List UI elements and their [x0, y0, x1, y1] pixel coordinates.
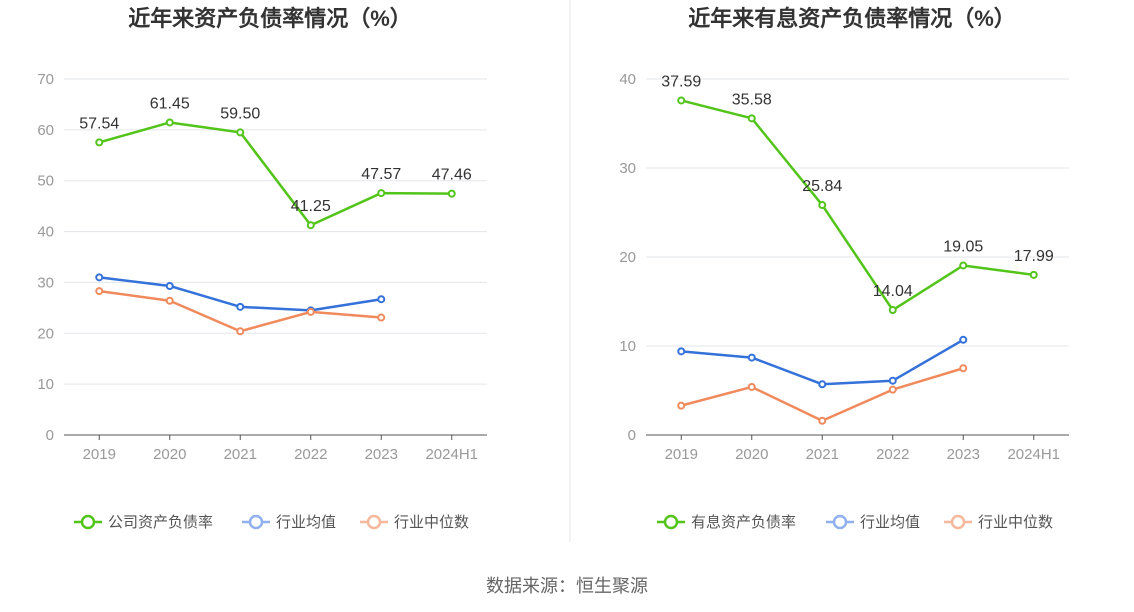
data-point-company — [677, 96, 686, 105]
data-point-industry_median — [747, 382, 756, 391]
y-tick-label: 10 — [619, 338, 636, 355]
data-point-company — [377, 189, 386, 198]
data-point-company — [95, 138, 104, 147]
data-point-industry_avg — [677, 347, 686, 356]
x-tick-label: 2021 — [224, 446, 257, 463]
legend-item-industry_median: 行业中位数 — [360, 514, 469, 531]
data-point-industry_avg — [377, 295, 386, 304]
data-label: 19.05 — [943, 238, 983, 255]
series-line-industry_median — [99, 289, 382, 333]
series-line-industry_median — [680, 367, 964, 423]
data-point-company — [306, 221, 315, 230]
legend-item-industry_avg: 行业均值 — [826, 514, 920, 531]
data-point-industry_median — [677, 401, 686, 410]
x-tick-label: 2021 — [806, 446, 839, 463]
data-point-company — [888, 306, 897, 315]
data-point-company — [747, 114, 756, 123]
data-point-company — [818, 201, 827, 210]
data-point-industry_avg — [747, 353, 756, 362]
legend-marker — [950, 514, 966, 530]
y-tick-label: 30 — [37, 274, 54, 291]
y-tick-label: 40 — [619, 71, 636, 88]
legend-label: 行业均值 — [860, 514, 920, 531]
y-tick-label: 50 — [37, 173, 54, 190]
legend-item-industry_median: 行业中位数 — [944, 514, 1053, 531]
y-tick-label: 20 — [37, 325, 54, 342]
data-point-industry_median — [236, 327, 245, 336]
legend-label: 行业中位数 — [394, 514, 469, 531]
data-point-industry_avg — [236, 302, 245, 311]
data-label: 47.46 — [432, 167, 472, 184]
y-tick-label: 60 — [37, 122, 54, 139]
legend-marker — [663, 514, 679, 530]
data-point-industry_median — [306, 307, 315, 316]
data-label: 59.50 — [220, 105, 260, 122]
chart-title: 近年来有息资产负债率情况（%） — [688, 6, 1016, 31]
data-label: 14.04 — [873, 283, 913, 300]
data-point-industry_avg — [818, 380, 827, 389]
data-point-industry_median — [95, 287, 104, 296]
series-line-company — [680, 99, 1034, 312]
data-point-industry_avg — [165, 281, 174, 290]
data-label: 37.59 — [661, 73, 701, 90]
legend-label: 行业中位数 — [978, 514, 1053, 531]
data-label: 17.99 — [1014, 248, 1054, 265]
x-tick-label: 2024H1 — [425, 446, 478, 463]
x-tick-label: 2019 — [665, 446, 698, 463]
series-line-company — [98, 121, 452, 227]
data-label: 61.45 — [150, 95, 190, 112]
data-point-industry_median — [377, 313, 386, 322]
chart-title: 近年来资产负债率情况（%） — [128, 6, 412, 31]
legend-marker — [248, 514, 264, 530]
y-tick-label: 10 — [37, 376, 54, 393]
x-tick-label: 2022 — [876, 446, 909, 463]
data-point-industry_median — [165, 296, 174, 305]
y-tick-label: 40 — [37, 224, 54, 241]
x-tick-label: 2019 — [83, 446, 116, 463]
chart-2: 近年来有息资产负债率情况（%） 0 10 20 30 40 2019 2020 2021 2022… — [619, 6, 1069, 531]
x-tick-label: 2022 — [294, 446, 327, 463]
legend-label: 有息资产负债率 — [691, 514, 796, 531]
legend-marker — [80, 514, 96, 530]
x-tick-label: 2020 — [153, 446, 186, 463]
data-label: 35.58 — [732, 91, 772, 108]
legend-label: 行业均值 — [276, 514, 336, 531]
legend-item-industry_avg: 行业均值 — [242, 514, 336, 531]
data-point-industry_avg — [959, 335, 968, 344]
data-label: 47.57 — [361, 166, 401, 183]
data-point-company — [959, 261, 968, 270]
y-tick-label: 0 — [628, 427, 636, 444]
legend-item-company: 公司资产负债率 — [74, 514, 213, 531]
data-point-company — [447, 189, 456, 198]
data-source-note: 数据来源：恒生聚源 — [486, 576, 648, 596]
data-label: 25.84 — [802, 178, 842, 195]
data-point-industry_avg — [888, 376, 897, 385]
data-point-industry_median — [959, 364, 968, 373]
data-point-company — [165, 118, 174, 127]
y-tick-label: 30 — [619, 160, 636, 177]
legend-label: 公司资产负债率 — [108, 514, 213, 531]
data-point-company — [236, 128, 245, 137]
data-point-industry_avg — [95, 273, 104, 282]
chart-1: 近年来资产负债率情况（%） 0 10 20 30 40 50 60 70 2019 2020 2021… — [37, 6, 487, 531]
x-tick-label: 2023 — [365, 446, 398, 463]
y-tick-label: 20 — [619, 249, 636, 266]
x-tick-label: 2023 — [947, 446, 980, 463]
data-point-industry_median — [818, 416, 827, 425]
legend-marker — [832, 514, 848, 530]
x-tick-label: 2024H1 — [1007, 446, 1060, 463]
data-label: 41.25 — [291, 198, 331, 215]
x-tick-label: 2020 — [735, 446, 768, 463]
data-point-company — [1029, 270, 1038, 279]
legend-item-company: 有息资产负债率 — [657, 514, 796, 531]
data-point-industry_median — [888, 385, 897, 394]
y-tick-label: 70 — [37, 71, 54, 88]
y-tick-label: 0 — [46, 427, 54, 444]
data-label: 57.54 — [79, 115, 119, 132]
legend-marker — [366, 514, 382, 530]
